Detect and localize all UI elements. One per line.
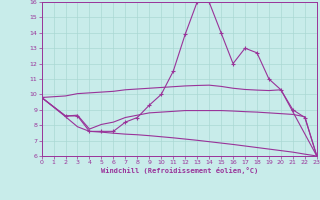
X-axis label: Windchill (Refroidissement éolien,°C): Windchill (Refroidissement éolien,°C): [100, 167, 258, 174]
